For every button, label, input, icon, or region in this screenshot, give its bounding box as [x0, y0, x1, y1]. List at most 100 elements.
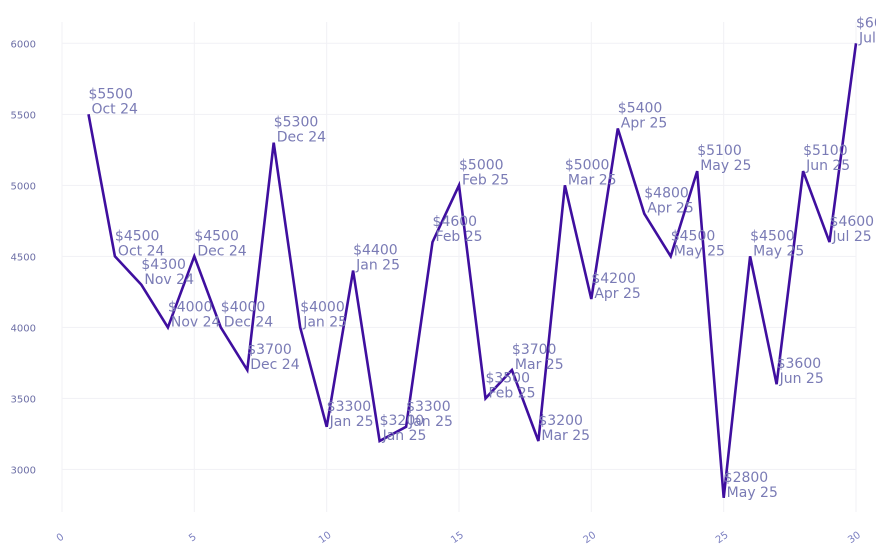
date-label: Oct 24 — [118, 243, 165, 259]
price-label: $4600 — [830, 214, 875, 230]
price-label: $4800 — [644, 186, 689, 202]
price-label: $4000 — [221, 299, 266, 315]
date-label: Jan 25 — [382, 428, 427, 444]
price-label: $6000 — [856, 15, 876, 31]
date-label: Jun 25 — [779, 371, 824, 387]
price-label: $3700 — [512, 342, 557, 358]
price-label: $3200 — [538, 413, 583, 429]
price-label: $4500 — [115, 228, 160, 244]
date-label: Mar 25 — [541, 428, 590, 444]
x-tick-label: 10 — [317, 530, 334, 546]
price-label: $4300 — [141, 257, 186, 273]
price-label: $4500 — [194, 228, 239, 244]
date-label: Jan 25 — [302, 314, 347, 330]
price-label: $4200 — [591, 271, 636, 287]
price-label: $4500 — [750, 228, 795, 244]
price-label: $2800 — [724, 470, 769, 486]
data-point: $6000Jul 25 — [856, 15, 876, 46]
date-label: May 25 — [700, 158, 751, 174]
date-label: Jan 25 — [408, 414, 453, 430]
y-tick-label: 4000 — [11, 323, 36, 334]
date-label: Jun 25 — [805, 158, 850, 174]
price-label: $4500 — [671, 228, 716, 244]
price-label: $3300 — [327, 399, 372, 415]
date-label: Apr 25 — [594, 286, 640, 302]
price-label: $5100 — [697, 143, 742, 159]
price-label: $5000 — [565, 157, 610, 173]
price-label: $4000 — [300, 299, 345, 315]
date-label: Apr 25 — [647, 201, 693, 217]
price-label: $3600 — [777, 356, 822, 372]
price-label: $3500 — [485, 370, 530, 386]
y-tick-label: 5500 — [11, 110, 36, 121]
date-label: Jan 25 — [329, 414, 374, 430]
price-series-line — [87, 43, 858, 498]
date-label: Feb 25 — [436, 229, 483, 245]
y-axis-ticks: 3000 3500 4000 4500 5000 5500 6000 — [11, 39, 36, 476]
date-label: May 25 — [727, 485, 778, 501]
price-label: $5000 — [459, 157, 504, 173]
price-label: $3200 — [380, 413, 425, 429]
date-label: Dec 24 — [197, 243, 246, 259]
x-axis-ticks: 0 5 10 15 20 25 30 — [55, 530, 863, 546]
price-label: $5100 — [803, 143, 848, 159]
date-label: Dec 24 — [277, 130, 326, 146]
date-label: Feb 25 — [488, 385, 535, 401]
x-tick-label: 30 — [846, 530, 863, 546]
date-label: Dec 24 — [250, 357, 299, 373]
x-tick-label: 20 — [582, 530, 599, 546]
date-label: Mar 25 — [515, 357, 564, 373]
date-label: Apr 25 — [621, 116, 667, 132]
date-label: Nov 24 — [171, 314, 221, 330]
date-label: Dec 24 — [224, 314, 273, 330]
date-label: Jul 25 — [858, 30, 876, 46]
date-label: Jul 25 — [832, 229, 872, 245]
y-tick-label: 4500 — [11, 252, 36, 263]
x-tick-label: 0 — [55, 532, 67, 545]
price-label: $3300 — [406, 399, 451, 415]
price-label: $4600 — [433, 214, 478, 230]
x-tick-label: 25 — [714, 530, 731, 546]
date-label: May 25 — [753, 243, 804, 259]
y-tick-label: 6000 — [11, 39, 36, 50]
price-label: $5500 — [88, 86, 133, 102]
y-tick-label: 3000 — [11, 465, 36, 476]
date-label: Oct 24 — [91, 101, 138, 117]
x-tick-label: 15 — [449, 530, 466, 546]
date-label: Feb 25 — [462, 172, 509, 188]
price-label: $5400 — [618, 101, 663, 117]
date-label: Mar 25 — [568, 172, 617, 188]
price-label: $5300 — [274, 115, 319, 131]
date-label: May 25 — [674, 243, 725, 259]
y-tick-label: 5000 — [11, 181, 36, 192]
date-label: Nov 24 — [144, 272, 194, 288]
y-tick-label: 3500 — [11, 394, 36, 405]
price-label: $3700 — [247, 342, 292, 358]
x-tick-label: 5 — [187, 532, 199, 545]
